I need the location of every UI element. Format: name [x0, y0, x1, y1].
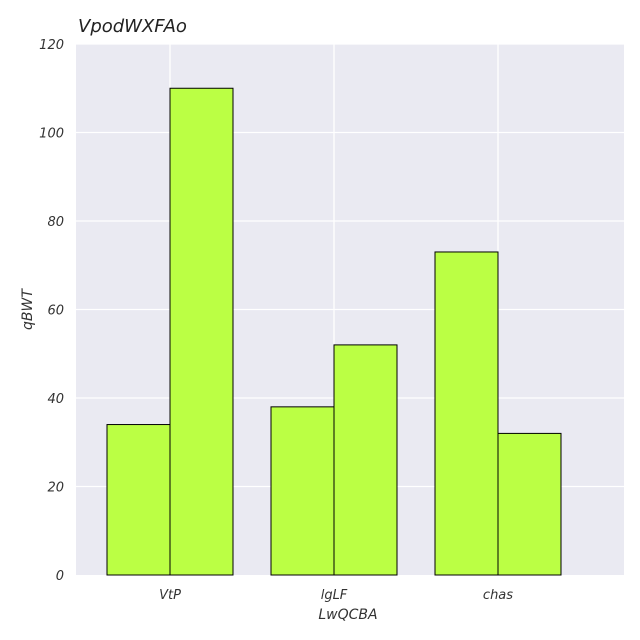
y-tick-label: 60	[47, 304, 64, 319]
x-tick-label: lgLF	[321, 588, 348, 603]
x-axis-label: LwQCBA	[318, 607, 377, 623]
x-tick-label: VtP	[159, 588, 181, 603]
y-tick-label: 20	[47, 481, 64, 496]
y-tick-label: 40	[47, 392, 64, 407]
chart-title: VpodWXFAo	[78, 16, 187, 37]
y-tick-labels: 0 20 40 60 80 100 120	[39, 38, 64, 584]
y-tick-label: 120	[39, 38, 64, 53]
bar-VtP-series-2	[169, 87, 234, 576]
bar-chas-series-2	[497, 432, 562, 576]
y-tick-label: 0	[56, 569, 64, 584]
x-tick-label: chas	[483, 588, 513, 603]
y-tick-label: 100	[39, 127, 64, 142]
y-axis-label: qBWT	[20, 288, 36, 330]
y-tick-label: 80	[47, 215, 64, 230]
bar-lgLF-series-2	[333, 344, 398, 576]
bars	[106, 87, 562, 576]
bar-chas-series-1	[434, 251, 499, 576]
x-tick-labels: VtP lgLF chas	[159, 588, 513, 603]
bar-lgLF-series-1	[270, 406, 335, 576]
bar-VtP-series-1	[106, 424, 171, 576]
